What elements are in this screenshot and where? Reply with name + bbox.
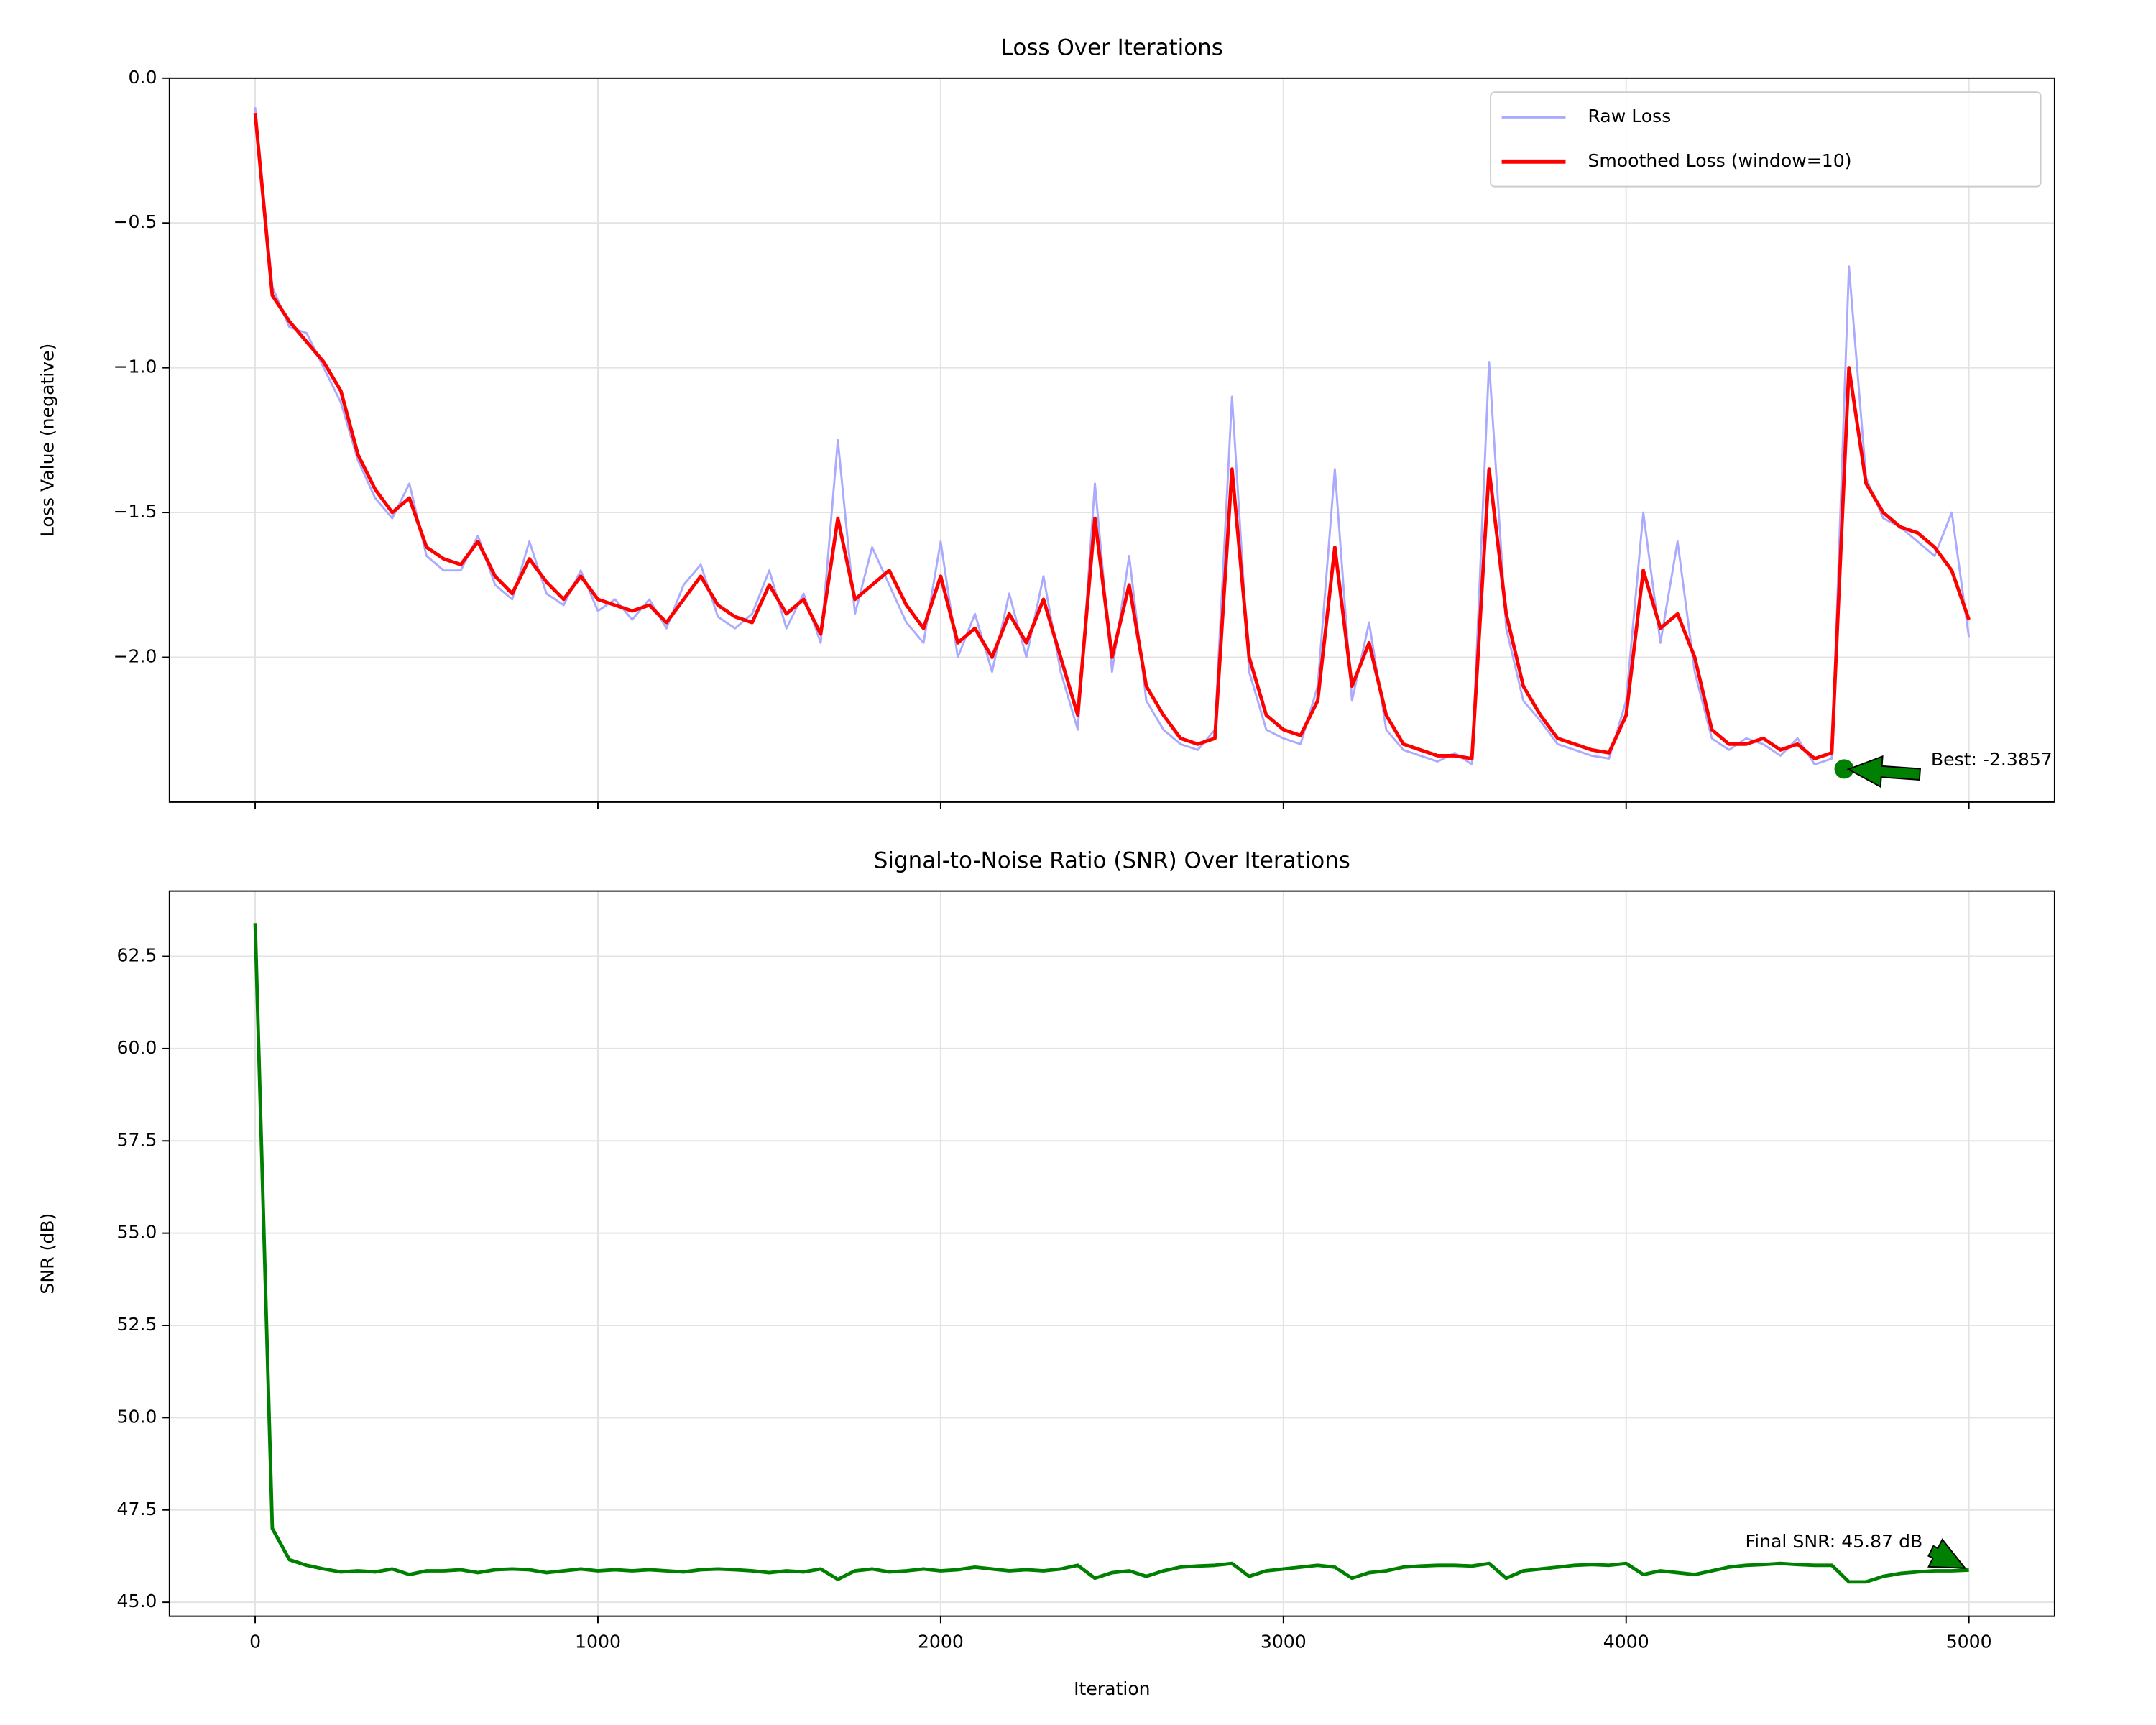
annotation-arrow: [1846, 755, 1922, 788]
y-tick-label: 50.0: [117, 1406, 157, 1427]
y-tick-label: 62.5: [117, 945, 157, 966]
chart-title: Loss Over Iterations: [1001, 35, 1223, 61]
y-tick-label: 55.0: [117, 1222, 157, 1243]
y-tick-label: 60.0: [117, 1037, 157, 1058]
y-axis-label: Loss Value (negative): [37, 344, 58, 537]
legend-label: Raw Loss: [1588, 106, 1671, 126]
x-tick-label: 0: [249, 1631, 261, 1652]
y-tick-label: −0.5: [113, 211, 157, 232]
legend-box: [1490, 91, 2042, 188]
series-line: [253, 923, 1969, 1584]
best-point: [1834, 759, 1854, 779]
y-tick-label: 52.5: [117, 1314, 157, 1335]
annotation-arrow: [1927, 1538, 1967, 1569]
annotation-text: Best: -2.3857: [1931, 749, 2053, 770]
y-tick-label: 45.0: [117, 1591, 157, 1611]
x-tick-label: 1000: [575, 1631, 621, 1652]
chart-title: Signal-to-Noise Ratio (SNR) Over Iterati…: [874, 848, 1350, 874]
x-axis-label: Iteration: [1074, 1678, 1151, 1699]
legend-label: Smoothed Loss (window=10): [1588, 150, 1851, 171]
y-tick-label: −1.5: [113, 501, 157, 522]
series-line: [253, 112, 1971, 760]
y-axis-label: SNR (dB): [37, 1213, 58, 1294]
y-tick-label: −1.0: [113, 356, 157, 377]
y-tick-label: 0.0: [128, 67, 157, 88]
axes-frame: [168, 890, 2055, 1617]
x-tick-label: 2000: [918, 1631, 964, 1652]
x-tick-label: 3000: [1261, 1631, 1307, 1652]
x-tick-label: 4000: [1603, 1631, 1649, 1652]
axes-frame: [168, 77, 2055, 803]
y-tick-label: −2.0: [113, 645, 157, 666]
y-tick-label: 47.5: [117, 1499, 157, 1519]
x-tick-label: 5000: [1946, 1631, 1992, 1652]
annotation-text: Final SNR: 45.87 dB: [1746, 1531, 1923, 1552]
y-tick-label: 57.5: [117, 1129, 157, 1150]
